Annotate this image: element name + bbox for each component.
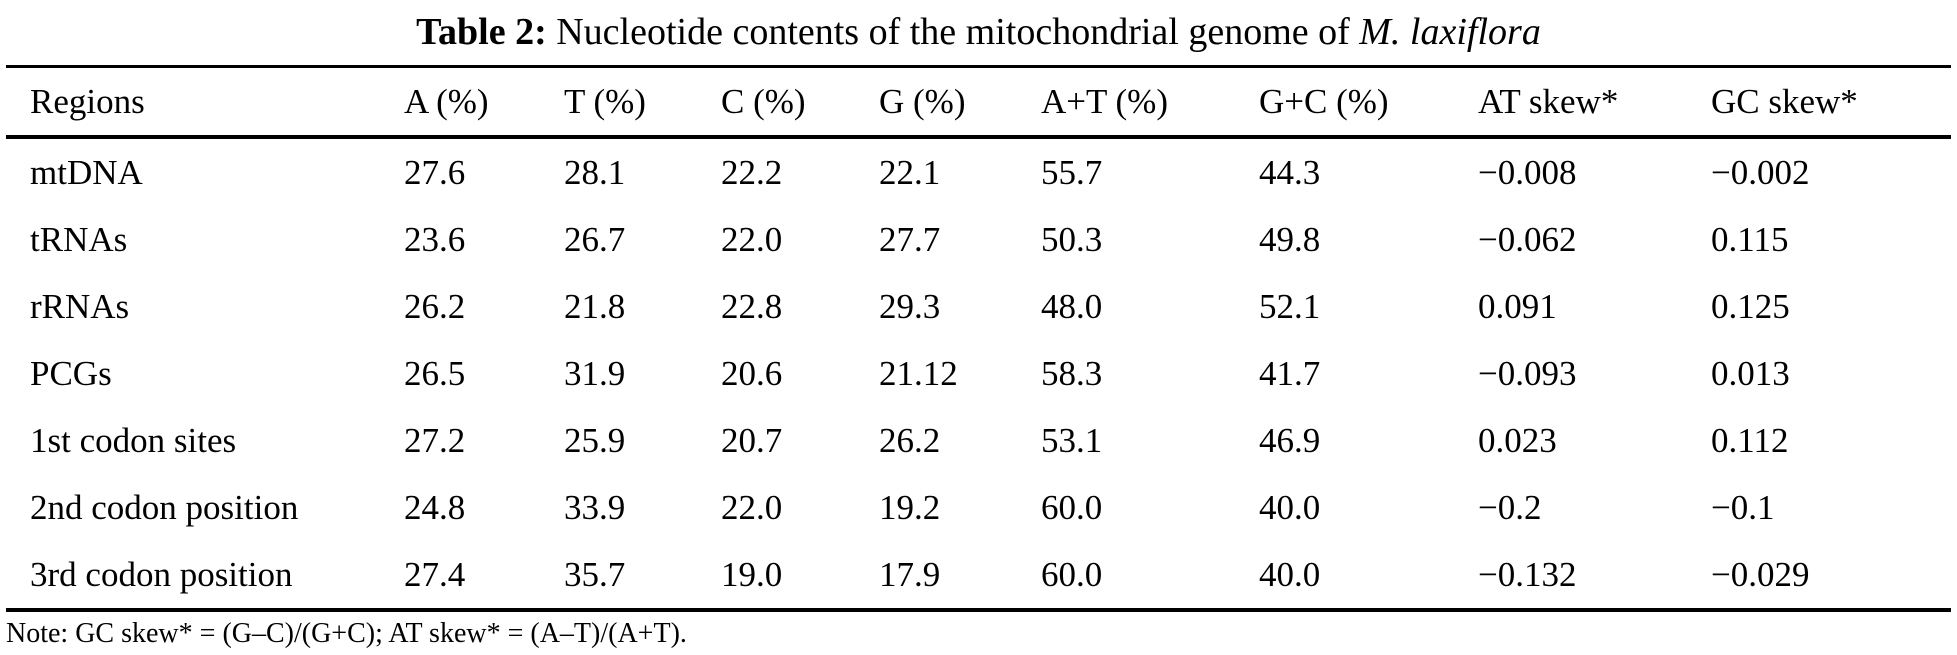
row-label: 3rd codon position (30, 554, 293, 594)
table-cell: 46.9 (1259, 420, 1321, 460)
table-cell: 33.9 (564, 487, 626, 527)
table-cell: 27.7 (879, 219, 941, 259)
table-cell: 19.2 (879, 487, 941, 527)
table-cell: 40.0 (1259, 554, 1321, 594)
row-label: rRNAs (30, 286, 130, 326)
row-label: mtDNA (30, 152, 143, 192)
table-cell: 26.2 (404, 286, 466, 326)
table-cell: 22.0 (721, 487, 783, 527)
col-header-g: G (%) (879, 66, 1041, 139)
table-cell: 27.4 (404, 554, 466, 594)
table-cell: 25.9 (564, 420, 626, 460)
table-row: tRNAs 23.6 26.7 22.0 27.7 50.3 49.8 −0.0… (6, 206, 1951, 273)
table-cell: 21.8 (564, 286, 626, 326)
table-cell: 0.115 (1711, 219, 1789, 259)
table-cell: 40.0 (1259, 487, 1321, 527)
table-cell: 22.0 (721, 219, 783, 259)
table-caption-text: Nucleotide contents of the mitochondrial… (556, 11, 1350, 53)
table-row: PCGs 26.5 31.9 20.6 21.12 58.3 41.7 −0.0… (6, 340, 1951, 407)
table-cell: 28.1 (564, 152, 626, 192)
table-cell: 55.7 (1041, 152, 1103, 192)
table-cell: −0.029 (1711, 554, 1810, 594)
table-row: 3rd codon position 27.4 35.7 19.0 17.9 6… (6, 541, 1951, 610)
table-cell: −0.093 (1478, 353, 1577, 393)
table-cell: 0.125 (1711, 286, 1790, 326)
table-cell: 0.013 (1711, 353, 1790, 393)
row-label: 2nd codon position (30, 487, 299, 527)
col-header-t: T (%) (564, 66, 721, 139)
table-cell: 31.9 (564, 353, 626, 393)
table-cell: 35.7 (564, 554, 626, 594)
table-cell: 22.1 (879, 152, 941, 192)
table-cell: 53.1 (1041, 420, 1103, 460)
row-label: PCGs (30, 353, 112, 393)
table-cell: 17.9 (879, 554, 941, 594)
table-cell: −0.2 (1478, 487, 1542, 527)
col-header-a: A (%) (404, 66, 564, 139)
table-cell: 26.2 (879, 420, 941, 460)
table-cell: 0.091 (1478, 286, 1557, 326)
table-caption: Table 2: Nucleotide contents of the mito… (0, 0, 1957, 56)
table-caption-label: Table 2: (416, 11, 547, 53)
table-cell: 60.0 (1041, 487, 1103, 527)
table-cell: 60.0 (1041, 554, 1103, 594)
table-cell: 49.8 (1259, 219, 1321, 259)
table-cell: 21.12 (879, 353, 958, 393)
table-cell: 0.112 (1711, 420, 1789, 460)
table-row: rRNAs 26.2 21.8 22.8 29.3 48.0 52.1 0.09… (6, 273, 1951, 340)
table-row: 2nd codon position 24.8 33.9 22.0 19.2 6… (6, 474, 1951, 541)
col-header-at: A+T (%) (1041, 66, 1259, 139)
col-header-c: C (%) (721, 66, 879, 139)
col-header-at-skew: AT skew* (1478, 66, 1711, 139)
table-cell: 41.7 (1259, 353, 1321, 393)
table-caption-species: M. laxiflora (1359, 11, 1541, 53)
table-cell: 27.6 (404, 152, 466, 192)
table-cell: 19.0 (721, 554, 783, 594)
table-row: mtDNA 27.6 28.1 22.2 22.1 55.7 44.3 −0.0… (6, 137, 1951, 206)
col-header-gc: G+C (%) (1259, 66, 1478, 139)
table-cell: 22.8 (721, 286, 783, 326)
table-row: 1st codon sites 27.2 25.9 20.7 26.2 53.1… (6, 407, 1951, 474)
table-cell: 26.5 (404, 353, 466, 393)
table-cell: 58.3 (1041, 353, 1103, 393)
table-cell: 48.0 (1041, 286, 1103, 326)
row-label: tRNAs (30, 219, 128, 259)
table-cell: −0.1 (1711, 487, 1775, 527)
nucleotide-content-table: Regions A (%) T (%) C (%) G (%) A+T (%) … (6, 65, 1951, 612)
table-cell: 27.2 (404, 420, 466, 460)
table-cell: 26.7 (564, 219, 626, 259)
table-cell: 23.6 (404, 219, 466, 259)
col-header-gc-skew: GC skew* (1711, 66, 1951, 139)
table-cell: 20.7 (721, 420, 783, 460)
col-header-regions: Regions (6, 66, 404, 139)
table-cell: 22.2 (721, 152, 783, 192)
table-cell: 29.3 (879, 286, 941, 326)
table-cell: −0.062 (1478, 219, 1577, 259)
table-header-row: Regions A (%) T (%) C (%) G (%) A+T (%) … (6, 66, 1951, 139)
table-cell: 52.1 (1259, 286, 1321, 326)
table-cell: −0.002 (1711, 152, 1810, 192)
table-cell: 24.8 (404, 487, 466, 527)
table-cell: 50.3 (1041, 219, 1103, 259)
table-cell: 0.023 (1478, 420, 1557, 460)
table-footnote: Note: GC skew* = (G–C)/(G+C); AT skew* =… (6, 618, 687, 649)
table-cell: 20.6 (721, 353, 783, 393)
row-label: 1st codon sites (30, 420, 237, 460)
table-cell: −0.008 (1478, 152, 1577, 192)
table-cell: −0.132 (1478, 554, 1577, 594)
table-cell: 44.3 (1259, 152, 1321, 192)
